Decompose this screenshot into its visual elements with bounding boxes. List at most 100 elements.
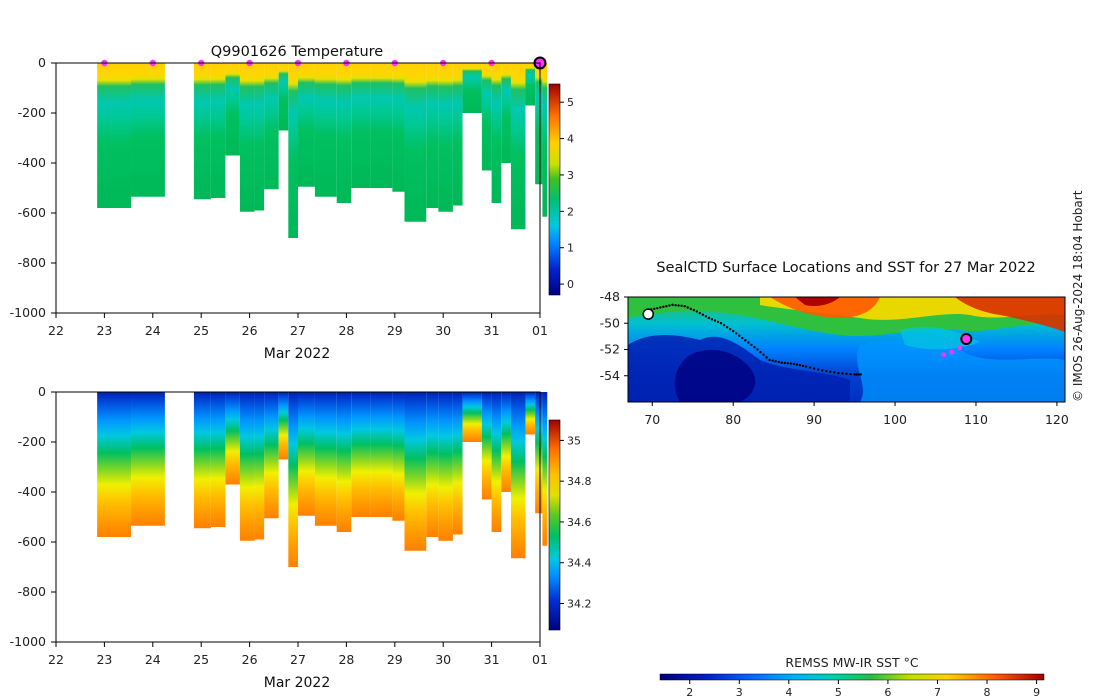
track-point <box>808 366 812 369</box>
map-y-tick-label: -48 <box>600 289 620 304</box>
profile-column <box>404 63 427 222</box>
track-point <box>762 353 765 356</box>
track-point <box>659 306 662 309</box>
y-tick-label: -600 <box>18 205 46 220</box>
profile-column <box>210 392 226 527</box>
profile-column <box>288 63 298 238</box>
track-point <box>738 334 741 337</box>
x-tick-label: 27 <box>290 652 306 667</box>
x-tick-label: 26 <box>242 652 258 667</box>
profile-column <box>510 63 526 230</box>
profile-column <box>501 63 511 163</box>
x-tick-label: 27 <box>290 323 306 338</box>
recent-track-point <box>957 345 963 351</box>
track-point <box>677 304 680 307</box>
map-y-tick-label: -52 <box>600 342 620 357</box>
y-tick-label: 0 <box>38 384 46 399</box>
map-y-tick-label: -54 <box>600 368 620 383</box>
track-point <box>674 304 677 307</box>
track-point <box>716 320 720 324</box>
colorbar-tick-label: 3 <box>567 169 574 182</box>
track-point <box>759 350 762 354</box>
track-point <box>798 364 802 367</box>
track-point <box>653 307 656 311</box>
track-point <box>692 308 695 312</box>
track-point <box>671 303 674 307</box>
profile-column <box>264 63 279 190</box>
track-point <box>859 373 862 376</box>
salinity-panel: 0 -200 -400 -600 -800 -1000 22 23 24 25 26 27 28 29 3… <box>10 384 592 691</box>
profile-column <box>426 392 439 537</box>
y-tick-label: -400 <box>18 484 46 499</box>
x-tick-label: 22 <box>48 652 64 667</box>
x-tick-label: 23 <box>96 323 112 338</box>
track-point <box>771 359 774 362</box>
track-point <box>804 365 808 368</box>
track-point <box>857 373 860 376</box>
profile-column <box>131 63 165 197</box>
x-tick-label: 31 <box>484 323 500 338</box>
track-point <box>841 372 844 375</box>
current-position-marker <box>960 333 973 345</box>
temperature-colorbar: 0 1 2 3 4 5 <box>548 83 574 296</box>
sst-hot-region-1 <box>770 297 880 318</box>
y-tick-label: -600 <box>18 534 46 549</box>
track-point <box>789 362 793 365</box>
sst-colorbar-tick-label: 4 <box>785 686 792 699</box>
colorbar-tick-label: 34.8 <box>567 475 592 488</box>
x-tick-label: 01 <box>532 652 548 667</box>
track-point <box>719 322 723 325</box>
x-tick-label: 24 <box>145 652 161 667</box>
sst-colorbar-tick-label: 8 <box>984 686 991 699</box>
temperature-x-axis: 22 23 24 25 26 27 28 29 30 31 01 <box>48 313 548 338</box>
x-tick-label: 28 <box>338 323 354 338</box>
profile-column <box>278 392 289 460</box>
profile-column <box>542 63 548 217</box>
temperature-title: Q9901626 Temperature <box>211 44 384 60</box>
profile-column <box>336 392 352 532</box>
salinity-x-label: Mar 2022 <box>264 675 331 691</box>
profile-column <box>254 63 265 211</box>
map-x-tick-label: 120 <box>1045 412 1069 427</box>
track-point <box>812 367 816 370</box>
sst-deep-cold-region <box>674 349 756 402</box>
track-point <box>849 372 852 376</box>
profile-column <box>491 63 502 203</box>
track-point <box>768 358 771 362</box>
track-point <box>853 373 856 376</box>
track-point <box>686 306 689 309</box>
y-tick-label: -800 <box>18 584 46 599</box>
y-tick-label: -1000 <box>10 305 46 320</box>
x-tick-label: 31 <box>484 652 500 667</box>
temperature-profiles <box>97 63 548 238</box>
track-point <box>735 332 738 335</box>
track-point <box>756 348 759 351</box>
temperature-colorbar-ticks: 0 1 2 3 4 5 <box>560 96 574 291</box>
track-point <box>845 372 848 375</box>
track-point <box>783 361 786 365</box>
x-tick-label: 25 <box>193 323 209 338</box>
y-tick-label: 0 <box>38 55 46 70</box>
sst-colorbar-tick-label: 5 <box>835 686 842 699</box>
sst-hot-region-2 <box>955 297 1065 332</box>
track-point <box>747 341 750 344</box>
salinity-colorbar-ticks: 34.2 34.4 34.6 34.8 35 <box>560 434 592 610</box>
salinity-profiles <box>97 392 548 567</box>
colorbar-tick-label: 0 <box>567 278 574 291</box>
sst-colorbar-gradient <box>659 673 1045 681</box>
track-point <box>704 315 708 318</box>
map-x-tick-label: 80 <box>725 412 741 427</box>
sst-hot-region-3 <box>795 297 840 307</box>
profile-column <box>314 63 337 197</box>
map-x-tick-label: 90 <box>806 412 822 427</box>
profile-column <box>392 392 405 521</box>
temperature-y-axis: 0 -200 -400 -600 -800 -1000 <box>10 55 56 320</box>
track-point <box>792 362 796 366</box>
track-point <box>855 373 858 376</box>
y-tick-label: -400 <box>18 155 46 170</box>
track-point <box>732 329 735 333</box>
sst-colorbar-tick-label: 7 <box>934 686 941 699</box>
profile-column <box>264 392 279 519</box>
profile-column <box>351 63 371 188</box>
track-point <box>680 304 683 308</box>
